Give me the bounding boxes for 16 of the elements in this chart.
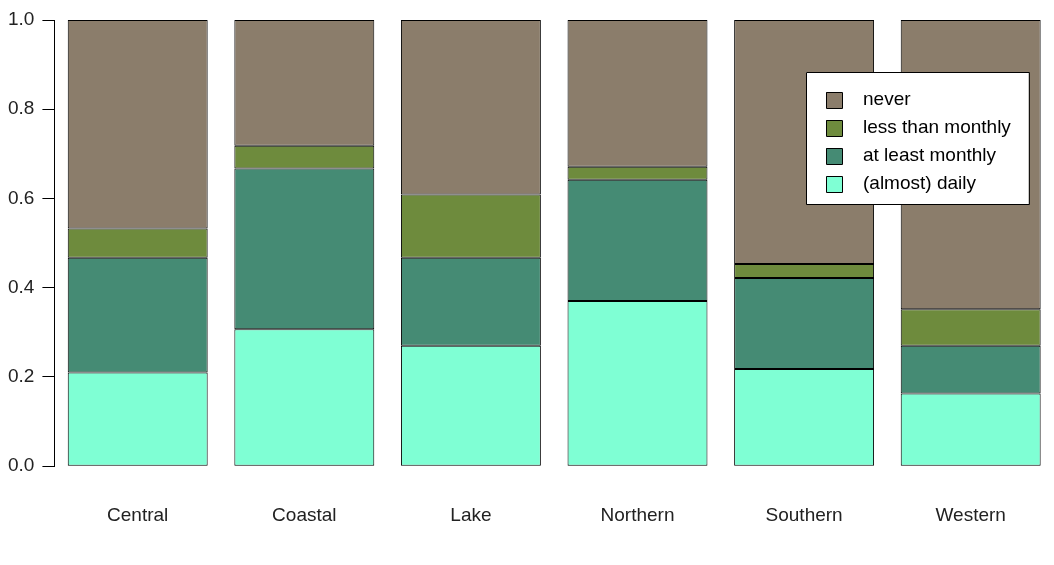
y-tick-label: 1.0: [7, 8, 35, 30]
legend-label: never: [863, 88, 912, 110]
x-tick-label: Southern: [765, 503, 843, 525]
x-tick-label: Coastal: [272, 503, 337, 525]
y-tick-label: 0.2: [7, 365, 35, 387]
y-tick-label: 0.0: [7, 454, 35, 476]
legend-label: (almost) daily: [863, 172, 977, 194]
x-tick-label: Northern: [600, 503, 675, 525]
legend-label: at least monthly: [863, 144, 997, 166]
x-tick-label: Western: [935, 503, 1006, 525]
legend-label: less than monthly: [863, 116, 1012, 138]
y-tick-label: 0.6: [7, 186, 35, 208]
x-tick-label: Lake: [450, 503, 492, 525]
y-tick-label: 0.8: [7, 97, 35, 119]
x-tick-label: Central: [107, 503, 169, 525]
y-tick-label: 0.4: [7, 275, 35, 297]
